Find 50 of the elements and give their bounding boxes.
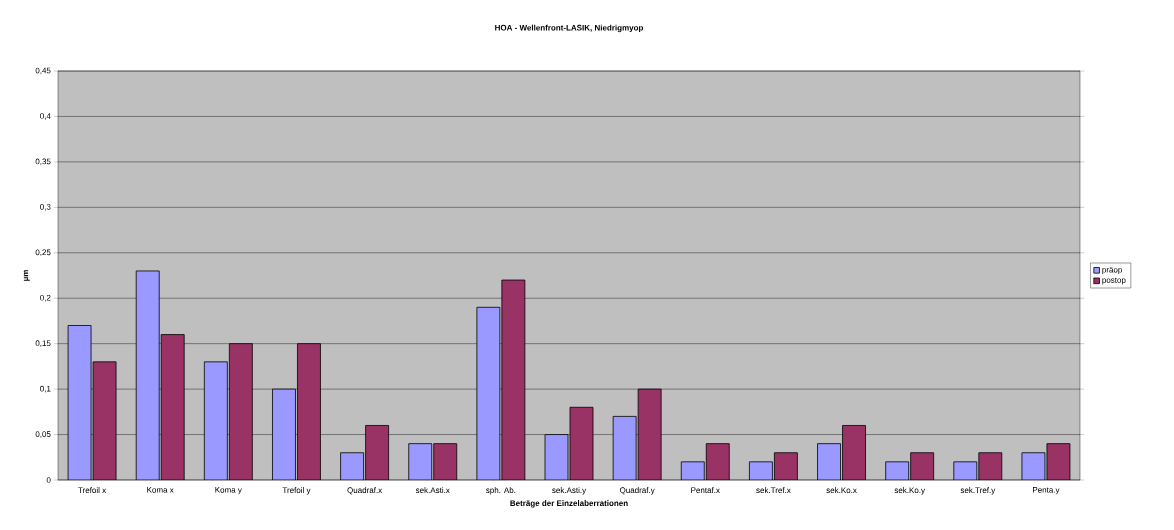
bar xyxy=(433,443,458,480)
bar xyxy=(476,306,501,480)
bar xyxy=(501,279,526,480)
y-tick-label: 0,15 xyxy=(35,340,51,347)
y-tick-label: 0 xyxy=(46,477,51,483)
bar xyxy=(228,343,253,480)
bar xyxy=(136,270,160,480)
x-tick-label: Quadraf.y xyxy=(619,487,655,495)
bar xyxy=(272,388,296,480)
y-tick-label: 0,05 xyxy=(35,431,51,438)
bar xyxy=(978,452,1003,480)
legend-label: postop xyxy=(1102,277,1126,285)
bar xyxy=(340,452,365,480)
y-tick-label: 0,3 xyxy=(40,204,51,211)
bar xyxy=(297,343,321,480)
bar xyxy=(408,443,433,480)
bar xyxy=(910,452,935,480)
y-tick-label: 0,35 xyxy=(35,158,51,166)
bar xyxy=(842,425,866,480)
bar xyxy=(203,361,228,480)
legend-label: präop xyxy=(1102,266,1122,275)
bar xyxy=(365,425,389,480)
bar xyxy=(92,361,117,480)
bar xyxy=(705,443,730,480)
chart-title: HOA - Wellenfront-LASIK, Niedrigmyop xyxy=(495,24,644,33)
x-tick-label: sek.Tref.y xyxy=(960,487,996,495)
y-axis-title: µm xyxy=(23,270,30,281)
x-tick-label: sek.Asti.y xyxy=(552,487,587,495)
x-tick-label: Trefoil y xyxy=(282,487,311,495)
bar xyxy=(161,334,185,480)
x-tick-label: sek.Asti.x xyxy=(415,487,450,493)
y-tick-label: 0,45 xyxy=(35,67,51,75)
x-tick-label: sph. Ab. xyxy=(486,487,516,495)
x-tick-label: sek.Ko.x xyxy=(826,487,857,493)
y-tick-label: 0,1 xyxy=(40,385,51,393)
bar xyxy=(774,452,798,480)
x-tick-label: Koma y xyxy=(215,487,242,495)
x-tick-label: Penta.y xyxy=(1033,487,1060,495)
bar xyxy=(67,325,92,480)
y-tick-label: 0,4 xyxy=(40,113,51,120)
x-tick-label: sek.Ko.y xyxy=(894,487,925,495)
x-axis-title: Beträge der Einzelaberrationen xyxy=(510,500,628,508)
x-tick-label: Koma x xyxy=(147,487,174,493)
x-tick-label: Trefoil x xyxy=(78,487,107,493)
x-tick-label: sek.Tref.x xyxy=(756,487,791,493)
x-tick-label: Quadraf.x xyxy=(347,487,383,495)
bar xyxy=(817,443,841,480)
y-tick-label: 0,25 xyxy=(35,249,51,257)
x-tick-label: Pentaf.x xyxy=(691,487,720,493)
y-tick-label: 0,2 xyxy=(40,294,51,302)
